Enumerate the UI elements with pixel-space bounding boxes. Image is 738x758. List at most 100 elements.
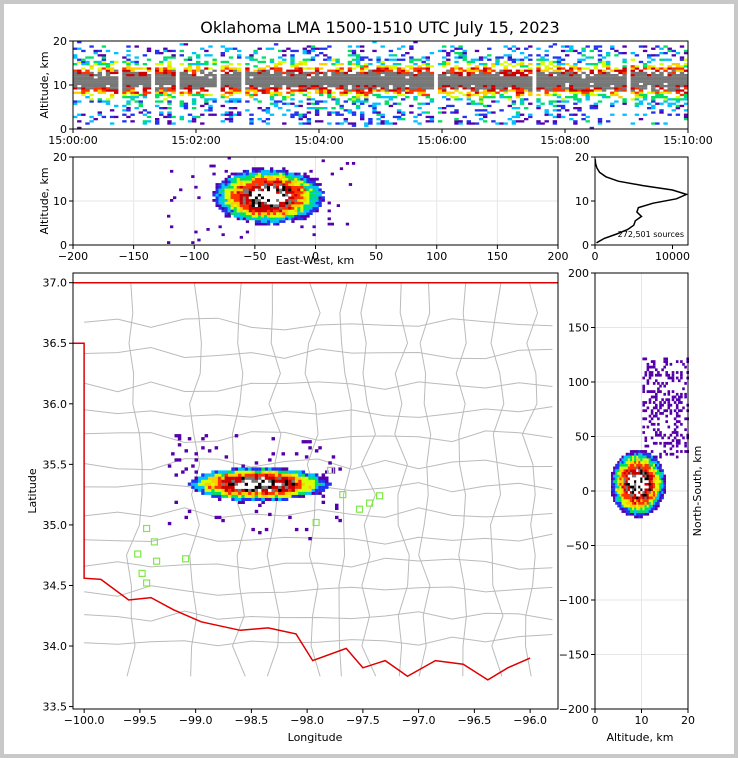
ns-density-cell xyxy=(661,477,664,481)
ew-density-cell xyxy=(273,199,277,202)
ns-density-cell xyxy=(657,417,660,421)
ew-density-cell xyxy=(233,185,237,189)
time-height-cell xyxy=(618,89,623,92)
time-height-cell xyxy=(655,69,660,72)
ns-density-cell xyxy=(636,458,639,462)
ew-density-cell xyxy=(291,177,295,181)
plan-density-cell xyxy=(294,488,299,492)
time-height-cell xyxy=(232,74,238,77)
ns-density-cell xyxy=(623,471,627,475)
time-height-cell xyxy=(278,91,283,94)
time-height-cell xyxy=(560,78,566,81)
time-height-cell xyxy=(114,85,119,88)
ns-density-cell xyxy=(650,474,654,478)
ns-density-cell xyxy=(627,488,631,492)
ns-density-cell xyxy=(642,455,645,459)
ew-density-cell xyxy=(194,185,198,189)
plan-density-cell xyxy=(301,491,306,495)
ns-density-cell xyxy=(636,485,639,489)
time-height-cell xyxy=(437,85,443,88)
ew-density-cell xyxy=(291,183,295,186)
time-height-cell xyxy=(466,102,471,105)
time-height-cell xyxy=(105,69,111,72)
time-height-cell xyxy=(425,78,430,81)
time-height-cell xyxy=(413,98,418,101)
ew-density-cell xyxy=(236,209,240,213)
time-height-cell xyxy=(368,82,373,86)
time-height-cell xyxy=(614,67,619,70)
time-height-cell xyxy=(683,52,689,55)
time-height-cell xyxy=(552,82,558,86)
time-height-cell xyxy=(360,76,365,79)
time-height-cell xyxy=(556,58,562,61)
x-tick-label: 200 xyxy=(548,250,569,263)
time-height-cell xyxy=(548,87,553,90)
time-height-cell xyxy=(573,49,578,53)
time-height-cell xyxy=(134,76,139,79)
plan-density-cell xyxy=(181,470,185,474)
ns-density-cell xyxy=(623,491,627,494)
time-height-cell xyxy=(347,74,353,77)
time-height-cell xyxy=(495,60,500,64)
plan-density-cell xyxy=(304,485,309,489)
time-height-cell xyxy=(319,76,324,79)
time-height-cell xyxy=(138,71,143,75)
ns-density-cell xyxy=(644,417,648,421)
ew-density-cell xyxy=(233,199,237,202)
ew-density-cell xyxy=(297,217,301,221)
time-height-cell xyxy=(138,111,143,114)
time-height-cell xyxy=(134,71,139,75)
time-height-cell xyxy=(630,52,635,55)
time-height-cell xyxy=(187,82,193,86)
time-height-cell xyxy=(425,82,430,86)
ns-density-cell xyxy=(644,463,648,467)
time-height-cell xyxy=(454,85,459,88)
time-height-cell xyxy=(155,69,160,72)
time-height-cell xyxy=(220,85,225,88)
time-height-cell xyxy=(224,71,230,75)
time-height-density xyxy=(73,41,689,130)
ns-density-cell xyxy=(627,482,631,486)
ew-density-cell xyxy=(279,193,283,197)
time-height-cell xyxy=(409,67,414,70)
ns-density-cell xyxy=(636,455,639,459)
ns-density-cell xyxy=(642,461,645,464)
time-height-cell xyxy=(253,69,258,72)
time-height-cell xyxy=(232,76,238,79)
plan-density-cell xyxy=(217,479,222,483)
time-height-cell xyxy=(622,113,627,116)
time-height-cell xyxy=(237,78,242,81)
ew-density-cell xyxy=(345,222,350,226)
time-height-cell xyxy=(630,65,635,68)
time-height-cell xyxy=(269,96,275,99)
time-height-cell xyxy=(618,69,623,72)
plan-density-cell xyxy=(311,485,316,489)
time-height-cell xyxy=(569,96,574,99)
ew-density-cell xyxy=(251,196,256,200)
ns-density-cell xyxy=(617,474,620,478)
time-height-cell xyxy=(659,63,664,66)
time-height-cell xyxy=(134,91,139,94)
ew-density-cell xyxy=(215,201,219,205)
time-height-cell xyxy=(290,113,295,116)
time-height-cell xyxy=(323,58,328,61)
time-height-cell xyxy=(368,120,373,123)
time-height-cell xyxy=(458,120,463,123)
ns-density-cell xyxy=(617,491,620,494)
time-height-cell xyxy=(282,58,287,61)
ew-density-cell xyxy=(276,196,280,200)
ns-density-cell xyxy=(627,474,631,478)
plan-density-cell xyxy=(294,479,299,483)
time-height-cell xyxy=(323,47,328,50)
time-height-cell xyxy=(622,52,627,55)
time-height-cell xyxy=(679,85,685,88)
time-height-cell xyxy=(507,47,512,50)
ns-density-cell xyxy=(625,458,629,462)
ns-density-cell xyxy=(627,496,631,500)
time-height-cell xyxy=(634,65,640,68)
time-height-cell xyxy=(589,49,594,53)
time-height-cell xyxy=(302,74,307,77)
time-height-cell xyxy=(355,76,361,79)
ns-density-cell xyxy=(642,403,645,407)
